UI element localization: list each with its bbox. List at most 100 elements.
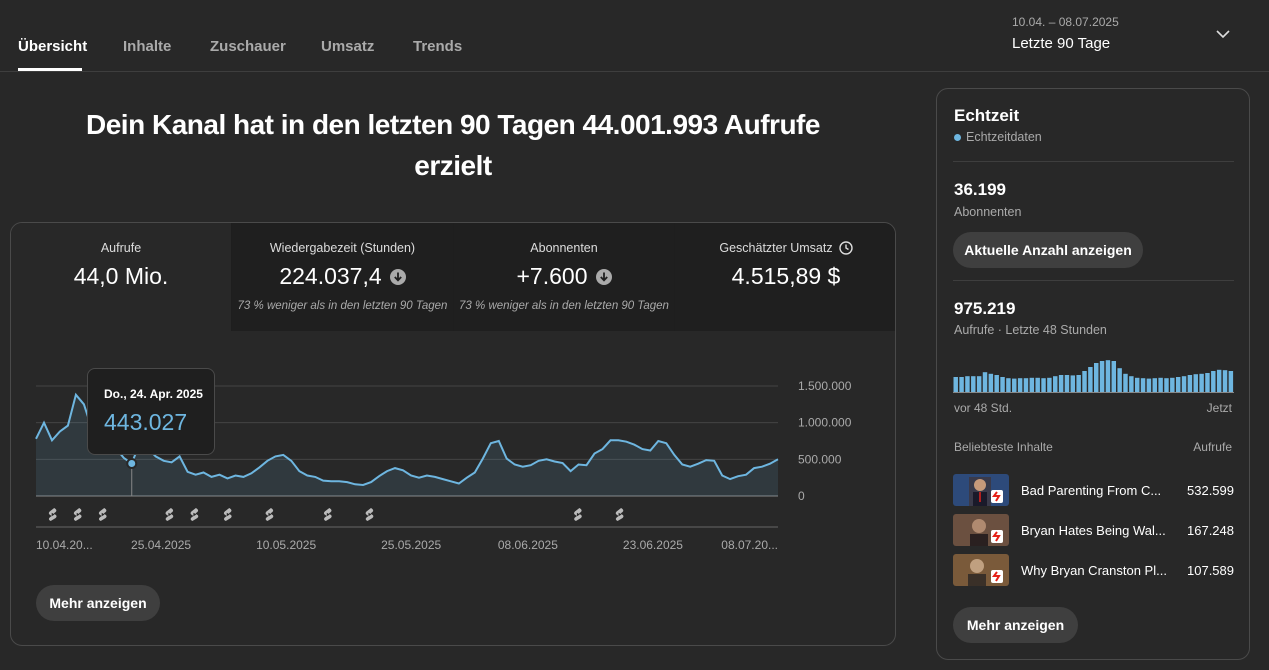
realtime-live-indicator: Echtzeitdaten: [954, 130, 1042, 144]
date-range-label: Letzte 90 Tage: [1012, 35, 1111, 52]
x-tick-label: 25.04.2025: [131, 538, 191, 552]
realtime-bar: [1094, 363, 1099, 393]
video-title: Bad Parenting From C...: [1021, 483, 1162, 498]
realtime-bar: [1006, 378, 1011, 393]
realtime-bar: [1099, 361, 1105, 393]
date-range-dates: 10.04. – 08.07.2025: [1012, 15, 1119, 29]
realtime-bar: [1058, 375, 1064, 393]
clock-icon: [838, 241, 853, 255]
shorts-icon: [165, 508, 174, 521]
metric-watchtime-value: 224.037,4: [279, 263, 382, 289]
video-title: Bryan Hates Being Wal...: [1021, 523, 1166, 538]
video-views: 167.248: [1187, 523, 1234, 538]
realtime-bar: [1023, 378, 1029, 393]
realtime-bar-chart[interactable]: [953, 353, 1234, 393]
realtime-bar: [1017, 378, 1023, 393]
realtime-bar: [1029, 377, 1035, 393]
realtime-more-button[interactable]: Mehr anzeigen: [953, 607, 1078, 643]
realtime-bar: [1105, 360, 1111, 393]
y-tick-label: 0: [798, 489, 805, 503]
metric-subscribers-value: +7.600: [516, 263, 588, 289]
hover-point: [126, 458, 138, 470]
views-chart[interactable]: 1.500.000 1.000.000 500.000 0 10.04.20... 25.…: [11, 331, 896, 571]
video-views: 532.599: [1187, 483, 1234, 498]
metric-watchtime[interactable]: Wiedergabezeit (Stunden) 224.037,4 73 % …: [232, 223, 454, 331]
realtime-bar: [1070, 375, 1076, 393]
realtime-bar: [1088, 367, 1093, 393]
realtime-bar: [1123, 373, 1128, 393]
realtime-bar: [1076, 375, 1081, 393]
more-button[interactable]: Mehr anzeigen: [36, 585, 160, 621]
realtime-bar: [1222, 370, 1228, 393]
metric-views[interactable]: Aufrufe 44,0 Mio.: [11, 223, 232, 331]
tab-revenue[interactable]: Umsatz: [321, 38, 375, 55]
realtime-bar: [1064, 375, 1070, 393]
realtime-bar: [1111, 361, 1117, 393]
tab-trends[interactable]: Trends: [413, 38, 463, 55]
realtime-subscribers-label: Abonnenten: [954, 205, 1022, 219]
realtime-bar: [1082, 371, 1087, 393]
realtime-bar: [959, 377, 964, 393]
realtime-bar: [1000, 377, 1005, 393]
date-range-selector[interactable]: 10.04. – 08.07.2025 Letzte 90 Tage: [1012, 15, 1242, 60]
divider: [953, 280, 1234, 281]
arrow-down-icon: [389, 268, 406, 285]
top-content-item[interactable]: Why Bryan Cranston Pl... 107.589: [953, 554, 1234, 588]
top-content-item[interactable]: Bryan Hates Being Wal... 167.248: [953, 514, 1234, 548]
metric-subscribers-label: Abonnenten: [530, 241, 598, 255]
realtime-bar: [1175, 377, 1181, 393]
realtime-bar: [1129, 376, 1134, 393]
realtime-bar: [1205, 373, 1210, 393]
metric-views-label: Aufrufe: [100, 241, 142, 255]
tab-audience[interactable]: Zuschauer: [210, 38, 286, 55]
active-tab-indicator: [18, 68, 82, 71]
arrow-down-icon: [595, 268, 612, 285]
show-count-button[interactable]: Aktuelle Anzahl anzeigen: [953, 232, 1143, 268]
y-tick-label: 1.500.000: [798, 379, 852, 393]
realtime-bar: [1012, 378, 1017, 393]
divider: [953, 161, 1234, 162]
top-content-item[interactable]: Bad Parenting From C... 532.599: [953, 474, 1234, 508]
y-tick-label: 1.000.000: [798, 416, 852, 430]
realtime-subscribers: 36.199: [954, 180, 1006, 199]
realtime-bar: [1053, 376, 1058, 393]
shorts-icon: [265, 508, 274, 521]
realtime-bar: [1146, 378, 1152, 393]
metric-watchtime-label: Wiedergabezeit (Stunden): [269, 241, 416, 255]
y-tick-label: 500.000: [798, 452, 842, 466]
top-tabs: Übersicht Inhalte Zuschauer Umsatz Trend…: [0, 0, 1269, 72]
metric-watchtime-note: 73 % weniger als in den letzten 90 Tagen: [237, 300, 448, 312]
tab-content[interactable]: Inhalte: [123, 38, 172, 55]
shorts-icon: [48, 508, 57, 521]
x-tick-label: 10.05.2025: [256, 538, 316, 552]
video-thumbnail: [953, 474, 1009, 506]
realtime-bar: [976, 376, 982, 393]
realtime-bar: [1164, 378, 1169, 393]
x-tick-label: 10.04.20...: [36, 538, 93, 552]
realtime-bar: [1170, 377, 1175, 393]
live-dot-icon: [954, 133, 961, 141]
metric-subscribers[interactable]: Abonnenten +7.600 73 % weniger als in de…: [454, 223, 675, 331]
metric-subscribers-note: 73 % weniger als in den letzten 90 Tagen: [459, 300, 669, 312]
realtime-bar: [994, 375, 999, 393]
realtime-bar: [1211, 371, 1216, 393]
realtime-bar: [988, 373, 994, 393]
shorts-icon: [365, 508, 374, 521]
video-views: 107.589: [1187, 563, 1234, 578]
video-thumbnail: [953, 554, 1009, 586]
metric-revenue[interactable]: Geschätzter Umsatz 4.515,89 $: [675, 223, 895, 331]
x-tick-label: 23.06.2025: [623, 538, 683, 552]
metric-views-value: 44,0 Mio.: [73, 263, 169, 289]
top-content-views-heading: Aufrufe: [1193, 440, 1232, 454]
realtime-card: Echtzeit Echtzeitdaten 36.199 Abonnenten…: [936, 88, 1250, 660]
overview-card: Aufrufe 44,0 Mio. Wiedergabezeit (Stunde…: [10, 222, 896, 646]
realtime-axis-left: vor 48 Std.: [954, 401, 1013, 415]
realtime-views-label: Aufrufe · Letzte 48 Stunden: [954, 323, 1107, 337]
realtime-bar: [965, 376, 970, 393]
realtime-bar: [971, 376, 976, 393]
chart-area-fill: [36, 394, 778, 496]
realtime-bar: [1228, 371, 1234, 393]
realtime-title: Echtzeit: [954, 106, 1020, 125]
tab-overview[interactable]: Übersicht: [18, 38, 88, 55]
tooltip-value: 443.027: [104, 409, 188, 435]
